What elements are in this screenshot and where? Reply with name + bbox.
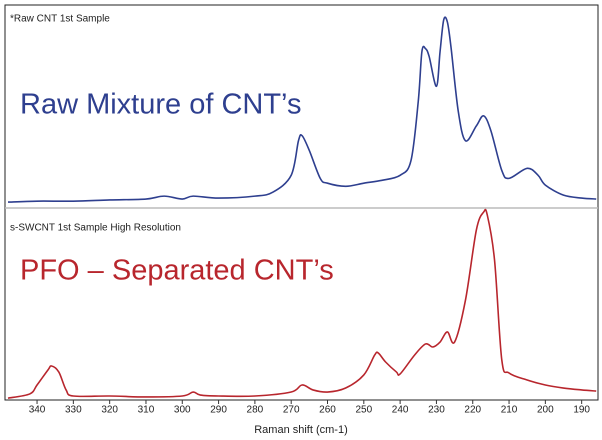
x-tick-label: 240 bbox=[392, 405, 409, 416]
x-tick-label: 190 bbox=[573, 405, 590, 416]
x-tick-label: 230 bbox=[428, 405, 445, 416]
x-tick-label: 270 bbox=[283, 405, 300, 416]
x-tick-label: 340 bbox=[29, 405, 46, 416]
panel-title: *Raw CNT 1st Sample bbox=[10, 14, 110, 25]
line bbox=[7, 208, 597, 399]
x-axis-label: Raman shift (cm-1) bbox=[254, 424, 348, 436]
x-tick-label: 320 bbox=[101, 405, 118, 416]
x-tick-label: 280 bbox=[247, 405, 264, 416]
x-tick-label: 330 bbox=[65, 405, 82, 416]
x-tick-label: 210 bbox=[501, 405, 518, 416]
annotation: Raw Mixture of CNT’s bbox=[20, 89, 301, 121]
x-tick-label: 220 bbox=[464, 405, 481, 416]
x-tick-label: 260 bbox=[319, 405, 336, 416]
line bbox=[7, 16, 597, 203]
x-tick-label: 200 bbox=[537, 405, 554, 416]
x-tick-label: 250 bbox=[355, 405, 372, 416]
annotation: PFO – Separated CNT’s bbox=[20, 255, 334, 287]
x-tick-label: 300 bbox=[174, 405, 191, 416]
x-tick-label: 310 bbox=[138, 405, 155, 416]
panel-title: s-SWCNT 1st Sample High Resolution bbox=[10, 223, 181, 234]
x-tick-label: 290 bbox=[210, 405, 227, 416]
frame bbox=[4, 4, 599, 401]
